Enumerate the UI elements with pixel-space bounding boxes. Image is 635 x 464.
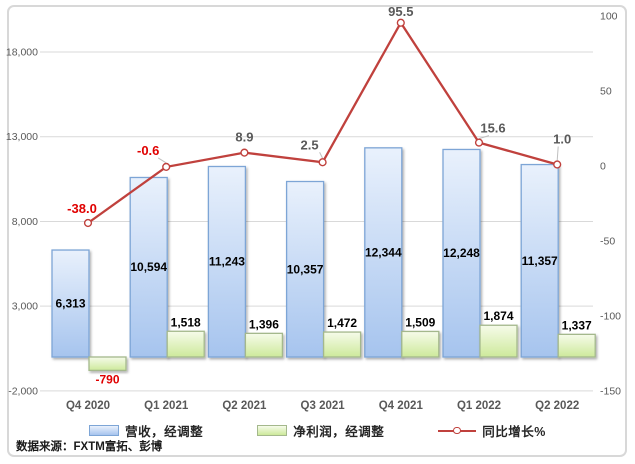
net-profit-bar (244, 332, 284, 358)
y-axis-label-left: -2,000 (8, 385, 38, 397)
revenue-bar (285, 180, 325, 358)
net-profit-bar-label: 1,874 (483, 309, 513, 323)
net-profit-bar (557, 333, 596, 358)
yoy-marker (318, 158, 327, 167)
net-profit-bar-label: 1,472 (327, 316, 357, 330)
y-axis-label-left: 8,000 (12, 216, 38, 228)
revenue-bar (129, 176, 168, 358)
y-axis-label-right: -100 (600, 311, 621, 323)
yoy-label: 1.0 (553, 132, 571, 147)
x-axis-label: Q4 2021 (379, 400, 424, 412)
yoy-label: 95.5 (388, 4, 413, 19)
revenue-bar-label: 11,357 (522, 254, 558, 268)
net-profit-bar-label: -790 (95, 372, 119, 386)
revenue-bar-label: 12,248 (443, 246, 480, 260)
legend: 营收，经调整 净利润，经调整 同比增长% (40, 421, 595, 440)
net-profit-bar (322, 331, 362, 358)
y-axis-label-right: 50 (600, 86, 612, 98)
legend-label-net-profit: 净利润，经调整 (293, 425, 385, 439)
yoy-marker (474, 138, 484, 147)
revenue-bar-label: 12,344 (365, 245, 402, 259)
revenue-swatch-icon (89, 425, 120, 436)
y-axis-label-right: 100 (600, 11, 618, 23)
y-axis-label-left: 3,000 (12, 301, 38, 313)
legend-item-net-profit[interactable]: 净利润，经调整 (257, 421, 384, 440)
yoy-label: 15.6 (480, 121, 505, 136)
revenue-bar-label: 10,594 (130, 260, 167, 274)
x-axis-label: Q1 2022 (457, 400, 501, 412)
yoy-label: 8.9 (235, 130, 253, 145)
x-axis-label: Q2 2022 (535, 400, 579, 412)
revenue-bar (364, 147, 403, 358)
net-profit-bar (88, 356, 127, 372)
net-profit-bar (479, 324, 518, 358)
yoy-marker-icon (453, 426, 461, 435)
revenue-bar (442, 148, 481, 358)
label-leader-line (478, 135, 490, 140)
x-axis-label: Q3 2021 (301, 400, 346, 412)
label-leader-line (319, 152, 324, 159)
y-axis-label-right: -150 (600, 386, 621, 398)
net-profit-bar-label: 1,509 (405, 315, 435, 329)
revenue-bar (51, 249, 90, 358)
y-axis-label-left: 13,000 (6, 131, 38, 143)
revenue-bar (520, 163, 559, 358)
y-axis-label-right: 0 (600, 161, 606, 173)
yoy-marker (553, 160, 562, 169)
net-profit-bar-label: 1,396 (249, 317, 279, 331)
net-profit-swatch-icon (257, 425, 288, 436)
x-axis-label: Q1 2021 (144, 400, 189, 412)
net-profit-bar-label: 1,337 (562, 318, 592, 332)
source-note: 数据来源：FXTM富拓、彭博 (16, 441, 163, 453)
yoy-marker (83, 218, 93, 228)
revenue-bar-label: 6,313 (55, 297, 85, 311)
y-axis-label-right: -50 (600, 236, 615, 248)
yoy-marker (396, 18, 405, 27)
x-axis-label: Q4 2020 (66, 400, 110, 412)
yoy-line-swatch-icon (438, 426, 477, 435)
net-profit-bar (166, 330, 205, 358)
revenue-bar-label: 10,357 (287, 262, 324, 276)
yoy-label: -0.6 (137, 143, 159, 158)
x-axis-label: Q2 2021 (222, 400, 267, 412)
legend-label-yoy-growth: 同比增长% (482, 425, 546, 439)
legend-label-revenue: 营收，经调整 (125, 425, 204, 439)
net-profit-bar (401, 330, 440, 358)
yoy-label: -38.0 (67, 201, 97, 216)
label-leader-line (556, 146, 559, 161)
legend-item-revenue[interactable]: 营收，经调整 (89, 421, 203, 440)
label-leader-line (157, 157, 167, 164)
revenue-bar-label: 11,243 (209, 255, 245, 269)
net-profit-bar-label: 1,518 (171, 315, 201, 329)
legend-item-yoy-growth[interactable]: 同比增长% (438, 421, 546, 440)
revenue-bar (207, 165, 247, 358)
yoy-marker (240, 148, 249, 157)
yoy-marker (162, 162, 171, 172)
yoy-label: 2.5 (301, 137, 319, 152)
y-axis-label-left: 18,000 (6, 47, 38, 59)
